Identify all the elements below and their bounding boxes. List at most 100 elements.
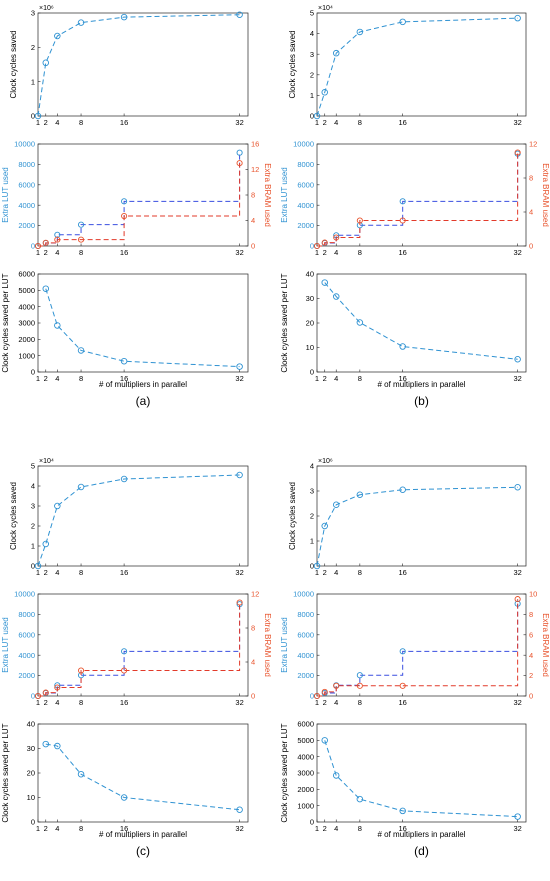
saved-point: [514, 484, 521, 491]
bram-point: [236, 160, 243, 167]
per_lut-point: [236, 806, 243, 814]
subplot-resources-xtick-label: 4: [55, 248, 59, 257]
lut-step-line: [317, 603, 519, 697]
subplot-resources-xtick-label: 8: [79, 698, 83, 707]
bram-point: [54, 684, 61, 691]
subplot-resources-xtick-label: 16: [120, 698, 128, 707]
lut-axis-label: Extra LUT used: [280, 617, 289, 672]
subplot-per_lut-xtick-label: 4: [334, 374, 338, 383]
subplot-saved-frame: [316, 465, 527, 567]
per_lut-point: [120, 794, 128, 801]
y-axis-saved-ytick-label: 2: [31, 522, 35, 531]
lut-step-line: [38, 604, 241, 697]
subplot-resources-xtick-label: 2: [323, 248, 327, 257]
bram-axis-label: Extra BRAM used: [263, 163, 272, 227]
subplot-per_lut-xtick-label: 32: [513, 374, 521, 383]
y-axis-per_lut-ytick-label: 0: [31, 818, 35, 827]
saved-point: [313, 112, 321, 120]
lut-point: [236, 149, 243, 156]
saved-point: [514, 14, 521, 22]
subplot-saved-xtick-label: 1: [315, 118, 319, 127]
bram-axis-ytick-right-label: 10: [529, 590, 537, 599]
panel-caption: (a): [136, 394, 151, 408]
bram-axis-label: Extra BRAM used: [541, 613, 550, 677]
subplot-saved-xtick-label: 32: [235, 118, 243, 127]
subplot-saved-xtick-label: 16: [120, 118, 128, 127]
bram-point: [514, 149, 521, 156]
subplot-per_lut-xtick-label: 8: [79, 824, 83, 833]
subplot-per_lut-xtick-label: 4: [55, 824, 59, 833]
y-axis-saved-ytick-label: 1: [310, 91, 314, 100]
bram-axis-label: Extra BRAM used: [541, 163, 550, 227]
subplot-per_lut-xtick-label: 2: [44, 824, 48, 833]
saved-point: [321, 89, 328, 96]
subplot-per_lut: 1 2 4 8 16 32 0 10 20 30 40 Clock cycles saved per …: [1, 720, 249, 833]
y-axis-per_lut-ytick-label: 10: [27, 793, 35, 802]
y-axis-per_lut-ytick-label: 0: [310, 818, 314, 827]
bram-axis-ytick-right-label: 6: [529, 630, 533, 639]
bram-point: [321, 239, 328, 246]
lut-axis-ytick-label: 8000: [18, 160, 35, 169]
y-axis-label-saved: Clock cycles saved: [288, 482, 297, 550]
lut-point: [121, 198, 128, 205]
saved-point: [54, 32, 61, 40]
lut-axis-ytick-label: 6000: [18, 630, 35, 639]
bram-step-line: [317, 599, 519, 697]
y-axis-saved-ytick-label: 0: [310, 562, 314, 571]
lut-step-line: [38, 152, 241, 247]
per_lut-point: [356, 795, 364, 803]
lut-axis-ytick-label: 8000: [297, 160, 314, 169]
saved-point: [34, 112, 42, 120]
saved-point: [399, 18, 406, 26]
subplot-resources-frame: [316, 593, 527, 697]
lut-point: [356, 672, 363, 679]
per_lut-point: [332, 772, 340, 779]
y-axis-per_lut-ytick-label: 5000: [18, 286, 35, 295]
y-axis-saved-ytick-label: 1: [310, 537, 314, 546]
bram-point: [121, 212, 128, 220]
bram-step-line: [38, 163, 241, 247]
panel-caption: (d): [414, 844, 429, 858]
y-axis-saved-ytick-label: 3: [310, 50, 314, 59]
subplot-saved-xtick-label: 4: [334, 568, 338, 577]
subplot-saved-frame: [316, 12, 527, 117]
y-axis-label-saved: Clock cycles saved: [9, 30, 18, 98]
y-axis-label-per_lut: Clock cycles saved per LUT: [280, 723, 289, 822]
bram-axis-ytick-right-label: 0: [251, 692, 255, 701]
y-axis-saved-ytick-label: 4: [31, 482, 35, 491]
panel-caption: (b): [414, 394, 429, 408]
per_lut-point: [77, 347, 85, 354]
bram-point: [34, 692, 42, 700]
lut-axis-ytick-label: 2000: [297, 221, 314, 230]
saved-point: [313, 562, 321, 570]
bram-axis-ytick-right-label: 12: [251, 590, 259, 599]
subplot-saved-xtick-label: 8: [79, 568, 83, 577]
lut-axis-ytick-label: 0: [310, 692, 314, 701]
subplot-resources-xtick-label: 1: [315, 698, 319, 707]
panel-caption: (c): [136, 844, 150, 858]
subplot-saved-xtick-label: 1: [36, 118, 40, 127]
subplot-per_lut-frame: [316, 273, 527, 373]
lut-point: [78, 221, 85, 228]
subplot-per_lut-xtick-label: 16: [120, 824, 128, 833]
subplot-saved-xtick-label: 16: [399, 568, 407, 577]
bram-point: [42, 689, 49, 696]
bram-point: [356, 682, 363, 689]
y-axis-per_lut-ytick-label: 0: [31, 368, 35, 377]
subplot-per_lut-xtick-label: 32: [513, 824, 521, 833]
bram-axis-ytick-right-label: 2: [529, 671, 533, 680]
y-axis-per_lut-ytick-label: 6000: [297, 720, 314, 729]
subplot-resources-xtick-label: 1: [315, 248, 319, 257]
bram-axis-ytick-right-label: 8: [529, 610, 533, 619]
per_lut-point: [120, 357, 128, 365]
lut-axis-ytick-label: 0: [31, 242, 35, 251]
subplot-resources-xtick-label: 2: [323, 698, 327, 707]
saved-point: [236, 471, 243, 479]
bram-point: [236, 599, 243, 606]
y-axis-saved-ytick-label: 4: [310, 462, 314, 471]
y-axis-per_lut-ytick-label: 1000: [297, 801, 314, 810]
